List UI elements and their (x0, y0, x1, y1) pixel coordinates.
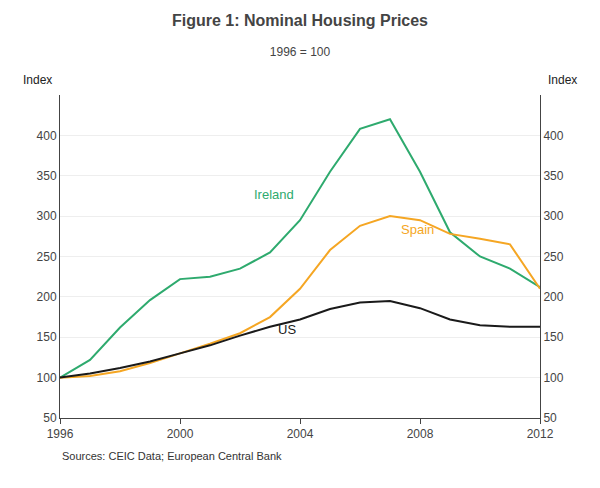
svg-text:1996 = 100: 1996 = 100 (270, 45, 331, 59)
svg-text:150: 150 (543, 330, 563, 344)
svg-text:2000: 2000 (167, 427, 194, 441)
svg-text:350: 350 (37, 169, 57, 183)
svg-text:Index: Index (23, 73, 52, 87)
svg-text:Ireland: Ireland (254, 187, 294, 202)
svg-text:150: 150 (37, 330, 57, 344)
svg-text:300: 300 (37, 209, 57, 223)
svg-text:Figure 1: Nominal Housing Pric: Figure 1: Nominal Housing Prices (172, 12, 428, 29)
svg-text:250: 250 (37, 250, 57, 264)
svg-text:300: 300 (543, 209, 563, 223)
svg-text:2004: 2004 (287, 427, 314, 441)
svg-text:100: 100 (37, 371, 57, 385)
svg-text:100: 100 (543, 371, 563, 385)
svg-text:2012: 2012 (527, 427, 554, 441)
svg-text:400: 400 (37, 129, 57, 143)
svg-text:50: 50 (543, 411, 557, 425)
svg-text:250: 250 (543, 250, 563, 264)
svg-text:2008: 2008 (407, 427, 434, 441)
svg-text:Sources: CEIC Data; European C: Sources: CEIC Data; European Central Ban… (62, 450, 282, 462)
svg-text:400: 400 (543, 129, 563, 143)
svg-text:1996: 1996 (47, 427, 74, 441)
svg-text:Spain: Spain (401, 222, 434, 237)
svg-text:200: 200 (543, 290, 563, 304)
svg-text:350: 350 (543, 169, 563, 183)
svg-text:50: 50 (43, 411, 57, 425)
svg-text:200: 200 (37, 290, 57, 304)
svg-text:US: US (278, 322, 296, 337)
svg-text:Index: Index (548, 73, 577, 87)
